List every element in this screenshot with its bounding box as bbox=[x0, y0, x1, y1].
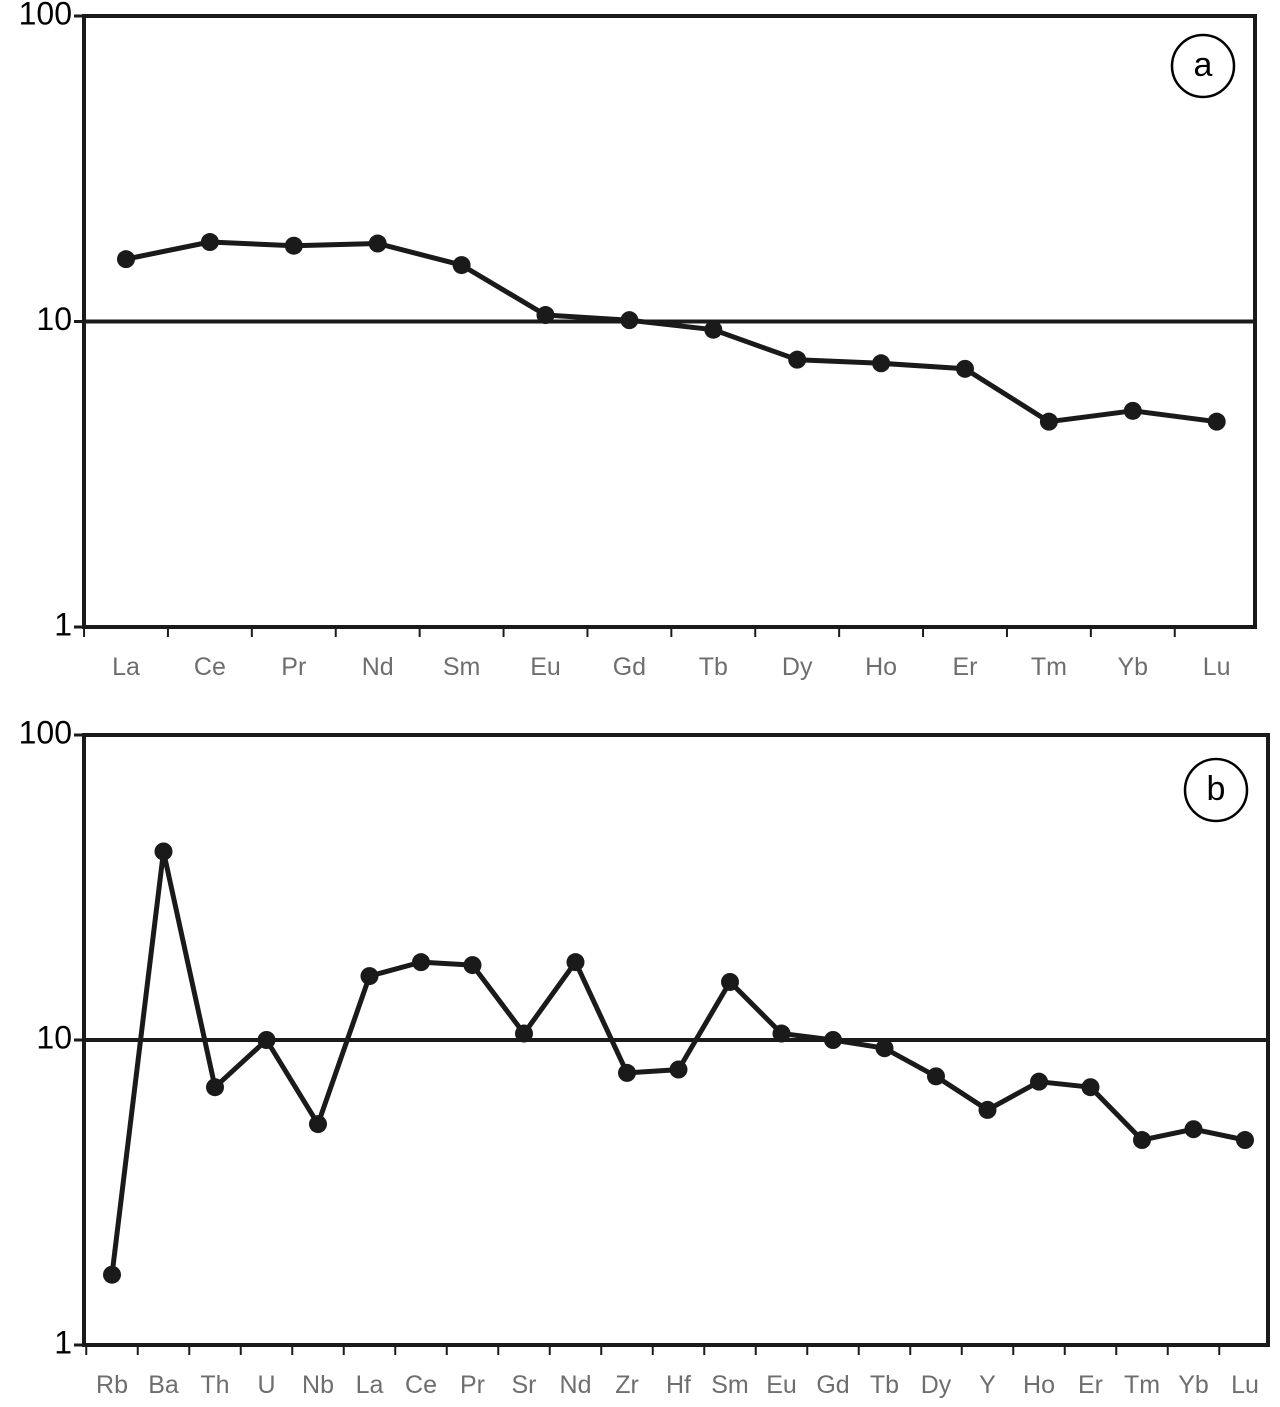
panel-b-point-dy bbox=[927, 1067, 945, 1086]
panel-a-point-la bbox=[117, 250, 135, 269]
panel-b-x-label-ba: Ba bbox=[148, 1371, 179, 1399]
panel-b-point-gd bbox=[824, 1031, 842, 1049]
panel-b-x-label-yb: Yb bbox=[1178, 1371, 1209, 1399]
panel-a-x-label-ce: Ce bbox=[194, 653, 226, 681]
panel-a-x-label-eu: Eu bbox=[530, 653, 561, 681]
panel-b-point-sr bbox=[515, 1024, 533, 1043]
panel-b-y-tick-label: 10 bbox=[36, 1019, 72, 1055]
panel-b-x-label-nb: Nb bbox=[302, 1371, 334, 1399]
panel-b-x-label-hf: Hf bbox=[666, 1371, 691, 1399]
panel-a-x-label-la: La bbox=[112, 653, 140, 681]
panel-b-x-label-sr: Sr bbox=[512, 1371, 537, 1399]
panel-a: 1 10 100 La Ce Pr Nd Sm Eu Gd Tb Dy Ho Er Tm Yb Lu a bbox=[19, 0, 1257, 681]
panel-a-point-nd bbox=[368, 234, 387, 253]
panel-b-x-label-dy: Dy bbox=[921, 1371, 952, 1399]
panel-b: 1 10 100 Rb Ba Th U Nb La Ce Pr Sr Nd Zr Hf Sm Eu Gd Tb Dy Y… bbox=[19, 714, 1270, 1399]
panel-b-x-label-rb: Rb bbox=[96, 1371, 128, 1399]
panel-b-point-yb bbox=[1184, 1120, 1203, 1139]
panel-a-x-label-pr: Pr bbox=[281, 653, 306, 681]
panel-b-point-lu bbox=[1236, 1131, 1254, 1150]
panel-b-x-label-tm: Tm bbox=[1124, 1371, 1160, 1399]
panel-b-x-label-la: La bbox=[356, 1371, 384, 1399]
panel-a-series-line bbox=[123, 239, 1220, 425]
panel-a-point-ho bbox=[872, 354, 891, 373]
panel-b-y-tick-label: 1 bbox=[54, 1324, 72, 1360]
panel-b-point-rb bbox=[103, 1265, 121, 1284]
panel-b-point-eu bbox=[772, 1024, 791, 1043]
panel-a-x-label-ho: Ho bbox=[865, 653, 897, 681]
panel-a-x-label-gd: Gd bbox=[613, 653, 646, 681]
panel-a-point-lu bbox=[1207, 412, 1226, 431]
panel-b-x-label-zr: Zr bbox=[615, 1371, 639, 1399]
panel-a-point-sm bbox=[452, 256, 471, 275]
panel-b-point-hf bbox=[669, 1060, 688, 1079]
panel-b-x-label-ce: Ce bbox=[405, 1371, 437, 1399]
panel-a-point-yb bbox=[1123, 401, 1142, 420]
panel-a-point-pr bbox=[284, 236, 303, 255]
panel-b-x-label-nd: Nd bbox=[560, 1371, 592, 1399]
panel-b-point-sm bbox=[721, 972, 739, 991]
panel-a-x-label-tb: Tb bbox=[699, 653, 728, 681]
panel-a-y-tick-label: 1 bbox=[54, 606, 72, 642]
panel-b-x-label-sm: Sm bbox=[711, 1371, 749, 1399]
panel-b-y-tick-label: 100 bbox=[19, 714, 72, 750]
panel-a-point-ce bbox=[200, 233, 219, 252]
panel-b-point-pr bbox=[463, 956, 482, 975]
panel-a-point-eu bbox=[536, 306, 555, 325]
panel-b-point-th bbox=[206, 1078, 224, 1097]
panel-a-label-badge bbox=[1170, 33, 1236, 99]
panel-b-x-label-er: Er bbox=[1078, 1371, 1103, 1399]
panel-a-x-label-nd: Nd bbox=[362, 653, 394, 681]
panel-a-point-gd bbox=[620, 311, 639, 330]
panel-b-x-label-y: Y bbox=[979, 1371, 996, 1399]
panel-a-x-label-sm: Sm bbox=[443, 653, 481, 681]
panel-b-point-la bbox=[360, 967, 379, 986]
panel-b-x-label-pr: Pr bbox=[460, 1371, 485, 1399]
panel-b-point-u bbox=[257, 1031, 276, 1049]
panel-a-x-label-er: Er bbox=[953, 653, 978, 681]
panel-a-x-label-lu: Lu bbox=[1203, 653, 1231, 681]
panel-b-point-tm bbox=[1133, 1131, 1151, 1150]
panel-a-label: a bbox=[1194, 46, 1213, 84]
panel-b-point-nb bbox=[309, 1115, 327, 1134]
panel-b-point-zr bbox=[618, 1063, 636, 1082]
panel-b-point-y bbox=[978, 1100, 997, 1119]
panel-a-x-label-yb: Yb bbox=[1118, 653, 1149, 681]
panel-b-x-label-tb: Tb bbox=[870, 1371, 899, 1399]
panel-b-x-label-gd: Gd bbox=[816, 1371, 849, 1399]
panel-b-label: b bbox=[1207, 770, 1226, 808]
panel-a-y-tick-label: 10 bbox=[36, 301, 72, 337]
panel-b-point-ba bbox=[154, 842, 173, 861]
panel-b-label-badge bbox=[1183, 757, 1249, 823]
panel-a-x-label-tm: Tm bbox=[1031, 653, 1067, 681]
panel-b-point-nd bbox=[566, 953, 585, 972]
panel-b-x-label-eu: Eu bbox=[766, 1371, 797, 1399]
panel-b-point-er bbox=[1081, 1078, 1100, 1097]
panel-b-point-ho bbox=[1030, 1072, 1048, 1091]
panel-b-x-label-th: Th bbox=[200, 1371, 229, 1399]
panel-b-point-tb bbox=[875, 1039, 894, 1058]
panel-b-point-ce bbox=[412, 953, 430, 972]
panel-a-x-label-dy: Dy bbox=[782, 653, 813, 681]
panel-a-point-tb bbox=[704, 320, 723, 339]
panel-a-point-tm bbox=[1039, 412, 1058, 431]
panel-b-x-label-u: U bbox=[257, 1371, 275, 1399]
panel-a-point-er bbox=[956, 359, 974, 378]
panel-a-y-tick-label: 100 bbox=[19, 0, 72, 31]
panel-b-x-label-ho: Ho bbox=[1023, 1371, 1055, 1399]
panel-a-point-dy bbox=[788, 350, 807, 369]
panel-b-x-label-lu: Lu bbox=[1231, 1371, 1259, 1399]
